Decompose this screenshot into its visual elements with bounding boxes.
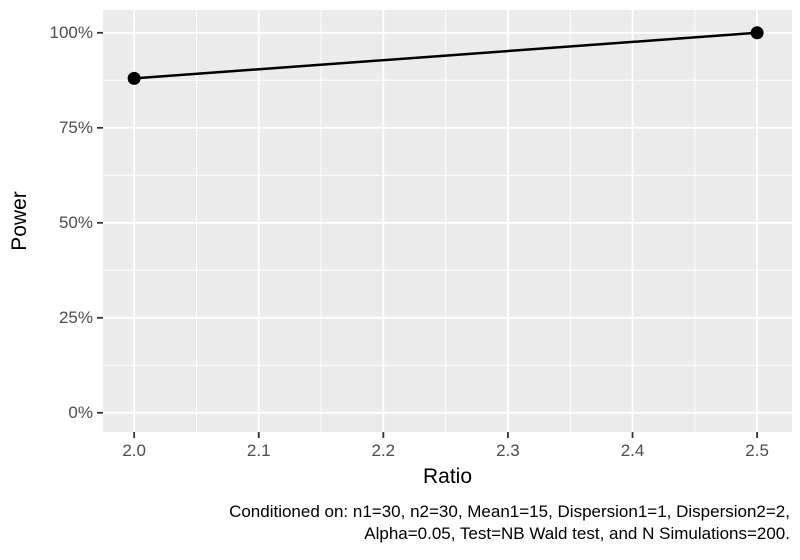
x-tick-label: 2.5 xyxy=(745,441,769,460)
data-point xyxy=(750,26,764,40)
x-tick-label: 2.3 xyxy=(496,441,520,460)
series-line xyxy=(134,31,758,80)
y-axis-title: Power xyxy=(8,191,31,251)
y-tick-label: 25% xyxy=(58,307,93,327)
y-tick-label: 50% xyxy=(58,212,93,232)
x-tick-label: 2.2 xyxy=(371,441,396,460)
x-tick-label: 2.1 xyxy=(246,441,271,460)
caption-line-2: Alpha=0.05, Test=NB Wald test, and N Sim… xyxy=(364,524,790,543)
y-tick-label: 0% xyxy=(68,402,93,422)
x-axis-title: Ratio xyxy=(422,465,473,488)
caption-line-1: Conditioned on: n1=30, n2=30, Mean1=15, … xyxy=(229,502,790,521)
y-tick-label: 75% xyxy=(58,117,93,137)
x-tick-label: 2.4 xyxy=(620,441,645,460)
data-point xyxy=(127,71,141,85)
x-tick-label: 2.0 xyxy=(122,441,146,460)
plot-area xyxy=(97,10,792,438)
y-tick-label: 100% xyxy=(49,22,93,42)
chart-caption: Conditioned on: n1=30, n2=30, Mean1=15, … xyxy=(229,501,790,545)
